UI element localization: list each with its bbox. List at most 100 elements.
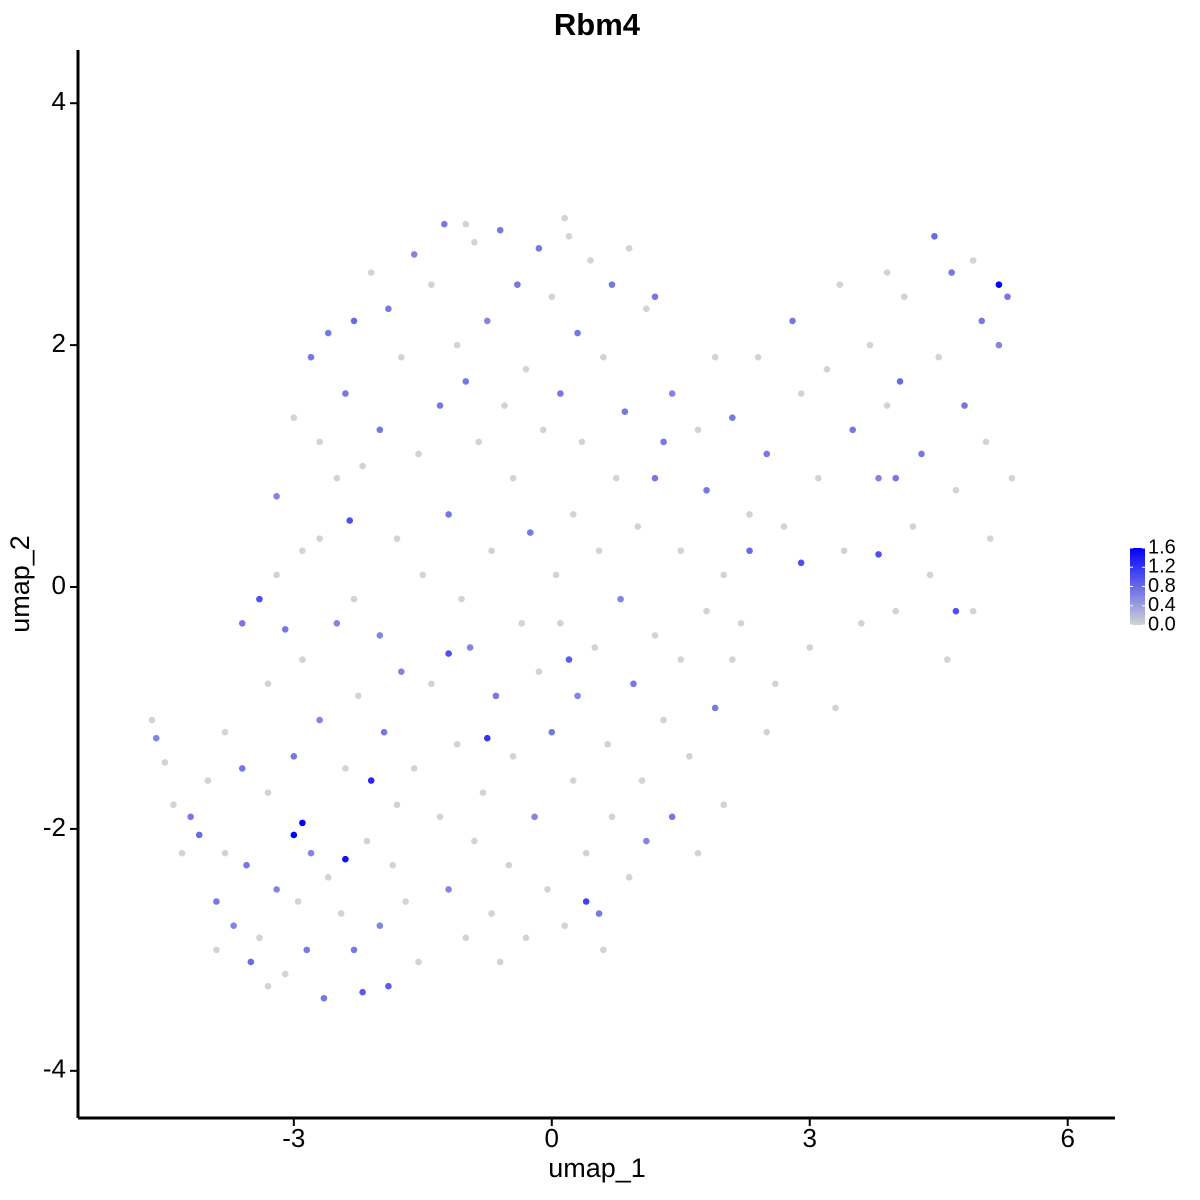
cell-point <box>238 620 246 627</box>
cell-point <box>651 293 659 301</box>
cell-point <box>393 535 401 542</box>
cell-point <box>711 704 719 712</box>
cell-point <box>488 910 495 917</box>
cell-point <box>324 874 332 881</box>
cell-point <box>875 474 882 482</box>
cell-point <box>969 257 977 264</box>
cell-point <box>204 777 212 784</box>
cell-point <box>230 922 237 929</box>
cell-point <box>436 813 444 821</box>
cell-point <box>290 831 298 839</box>
cell-point <box>982 438 990 446</box>
cell-point <box>316 716 323 724</box>
cell-point <box>858 620 865 627</box>
cell-point <box>243 861 250 869</box>
cell-point <box>978 317 986 325</box>
cell-point <box>213 898 220 905</box>
cell-point <box>492 692 500 700</box>
cell-point <box>815 474 822 482</box>
cell-point <box>462 378 470 385</box>
cell-point <box>428 680 435 688</box>
cell-point <box>514 281 521 288</box>
cell-point <box>720 801 728 809</box>
cell-point <box>643 837 650 845</box>
cell-point <box>505 861 513 869</box>
cell-point <box>316 535 323 542</box>
cell-point <box>961 402 968 409</box>
cell-point <box>694 426 702 434</box>
cell-point <box>342 390 349 397</box>
cell-point <box>522 934 530 942</box>
cell-point <box>471 837 478 845</box>
cell-point <box>720 571 728 579</box>
cell-point <box>535 245 543 252</box>
cell-point <box>458 595 465 603</box>
cell-point <box>445 886 452 893</box>
cell-point <box>643 305 650 313</box>
cell-point <box>316 438 323 446</box>
colorbar-label: 0.0 <box>1148 613 1176 635</box>
cell-point <box>832 704 839 712</box>
cell-point <box>385 305 392 313</box>
cell-point <box>264 789 272 796</box>
cell-point <box>797 390 805 397</box>
cell-point <box>376 632 384 639</box>
cell-point <box>221 728 229 736</box>
cell-point <box>496 958 504 966</box>
cell-point <box>995 281 1003 288</box>
cell-point <box>501 402 508 409</box>
cell-point <box>729 656 736 663</box>
cell-point <box>453 341 461 349</box>
cell-point <box>729 414 736 421</box>
cell-point <box>152 734 160 742</box>
cell-point <box>415 450 422 458</box>
cell-point <box>561 922 568 929</box>
cell-point <box>651 474 659 482</box>
x-tick-label: 3 <box>803 1123 817 1153</box>
colorbar-label: 0.8 <box>1148 575 1176 597</box>
cell-point <box>509 753 517 760</box>
colorbar <box>1130 548 1145 625</box>
cell-point <box>875 551 882 558</box>
cell-point <box>574 329 581 337</box>
x-tick-label: 0 <box>545 1123 559 1153</box>
cell-point <box>385 982 392 990</box>
cell-point <box>170 801 177 809</box>
cell-point <box>342 855 349 863</box>
cell-point <box>896 378 904 385</box>
cell-point <box>548 728 556 736</box>
cell-point <box>952 486 960 494</box>
cell-point <box>789 317 796 325</box>
colorbar-label: 1.6 <box>1148 536 1176 558</box>
cell-point <box>634 523 642 530</box>
cell-point <box>389 861 397 869</box>
cell-point <box>557 390 564 397</box>
cell-point <box>471 239 478 246</box>
y-tick-label: -2 <box>43 812 66 842</box>
cell-point <box>290 753 298 760</box>
cell-point <box>483 734 491 742</box>
cell-point <box>445 511 452 518</box>
cell-point <box>350 595 358 603</box>
cell-point <box>294 898 302 905</box>
cell-point <box>883 269 891 276</box>
cell-point <box>703 486 710 494</box>
cell-point <box>398 353 405 361</box>
cell-point <box>948 269 955 276</box>
cell-point <box>840 547 848 555</box>
cell-point <box>307 353 315 361</box>
cell-point <box>367 777 375 784</box>
cell-point <box>763 728 771 736</box>
cell-point <box>565 656 573 663</box>
cell-point <box>1008 474 1016 482</box>
cell-point <box>247 958 255 966</box>
cell-point <box>754 353 762 361</box>
cell-point <box>806 644 814 651</box>
cell-point <box>969 607 977 615</box>
y-tick-label: 0 <box>52 570 66 600</box>
cell-point <box>608 813 616 821</box>
cell-point <box>393 801 401 809</box>
cell-point <box>376 922 384 929</box>
cell-point <box>535 668 543 675</box>
